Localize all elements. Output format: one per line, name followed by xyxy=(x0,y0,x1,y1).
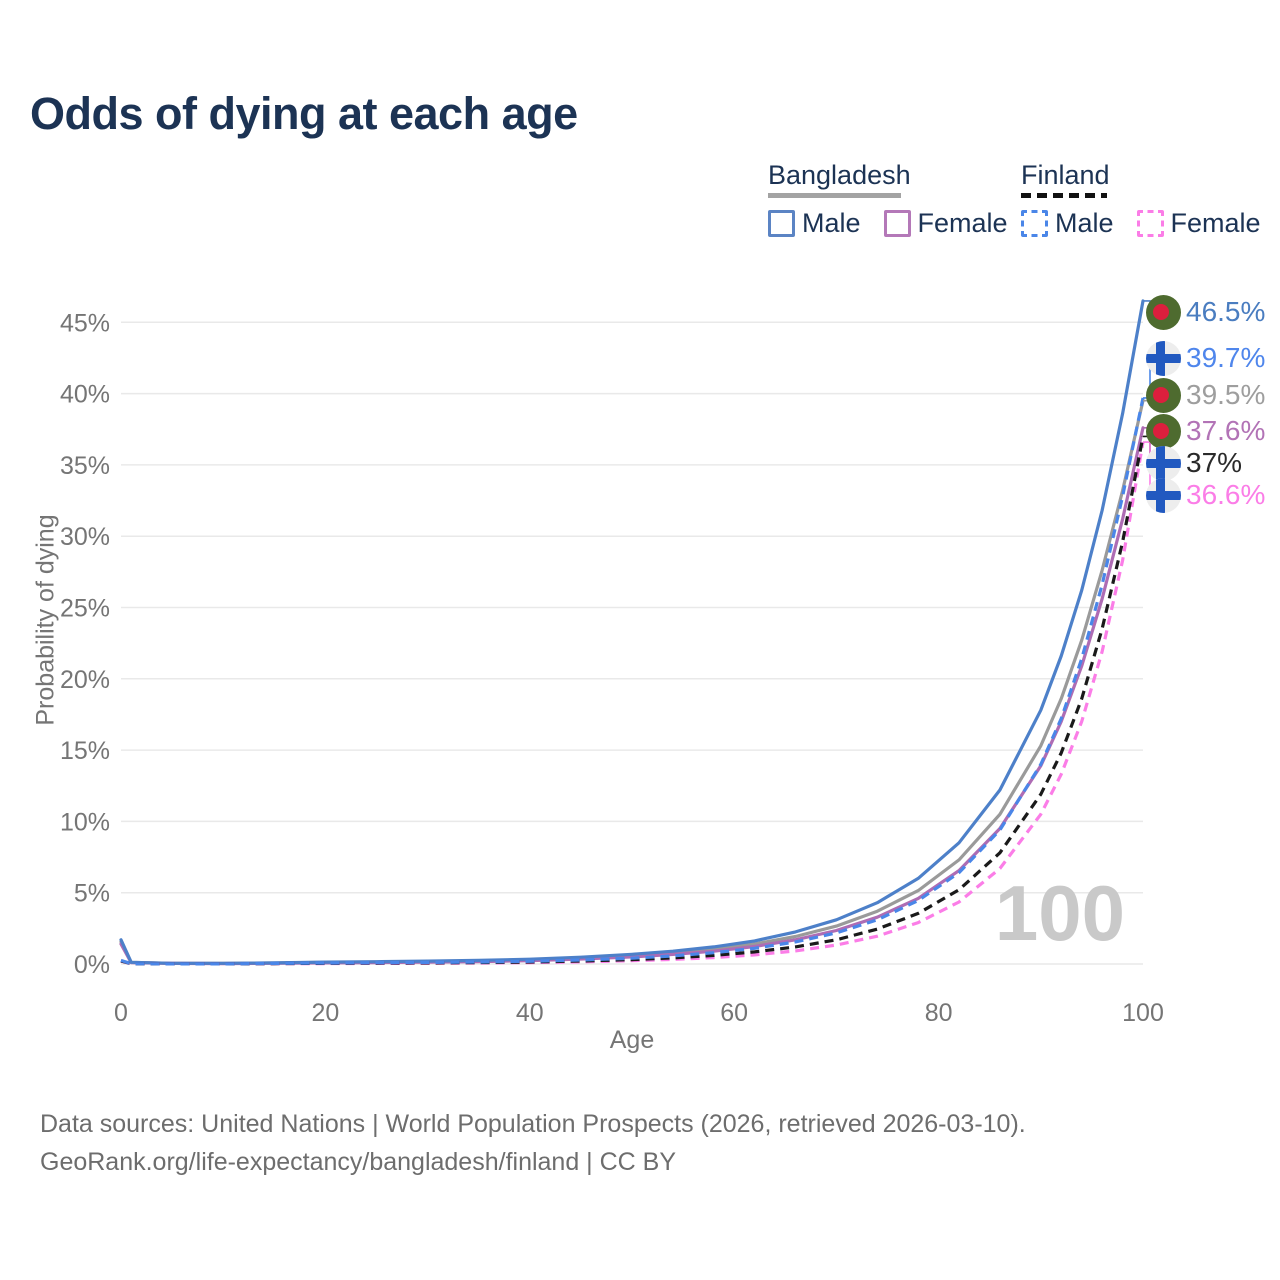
legend: Bangladesh Male Female Finland Male xyxy=(768,160,1261,240)
y-tick-label-40pct: 40% xyxy=(60,381,110,409)
x-tick-label-0: 0 xyxy=(114,999,128,1027)
end-label-value: 39.5% xyxy=(1186,379,1266,410)
y-tick-label-45pct: 45% xyxy=(60,309,110,337)
end-label-finland-female: 36.6% xyxy=(1146,477,1265,513)
series-line-finland-both xyxy=(120,436,1145,966)
series-line-bangladesh-both xyxy=(119,399,1145,965)
legend-header-finland: Finland xyxy=(1021,160,1110,190)
bangladesh-line-style-sample xyxy=(768,193,901,198)
x-tick-label-100: 100 xyxy=(1122,999,1164,1027)
legend-label-bangladesh-female: Female xyxy=(917,208,1008,238)
end-label-value: 37% xyxy=(1186,447,1243,478)
legend-group-bangladesh: Bangladesh Male Female xyxy=(768,160,1008,239)
legend-header-bangladesh: Bangladesh xyxy=(768,160,911,190)
y-tick-label-30pct: 30% xyxy=(60,523,110,551)
legend-label-finland-female: Female xyxy=(1170,208,1261,238)
bangladesh-female-swatch-icon xyxy=(883,210,911,237)
finland-flag-icon xyxy=(1146,340,1181,376)
legend-label-bangladesh-male: Male xyxy=(802,208,861,238)
data-source-footer: Data sources: United Nations | World Pop… xyxy=(40,1106,1026,1181)
legend-group-finland: Finland Male Female xyxy=(1021,160,1261,239)
end-label-value: 37.6% xyxy=(1186,415,1266,446)
legend-item-bangladesh-female[interactable]: Female xyxy=(883,208,1008,239)
finland-flag-icon xyxy=(1146,477,1181,513)
legend-label-finland-male: Male xyxy=(1055,208,1114,238)
end-label-finland-male: 39.7% xyxy=(1146,340,1265,376)
end-label-bangladesh-male: 46.5% xyxy=(1146,294,1265,330)
x-tick-label-60: 60 xyxy=(720,999,748,1027)
finland-male-swatch-icon xyxy=(1021,210,1048,237)
x-tick-label-20: 20 xyxy=(311,999,339,1027)
bangladesh-male-swatch-icon xyxy=(768,210,795,237)
y-tick-label-20pct: 20% xyxy=(60,666,110,694)
x-axis-title: Age xyxy=(609,1026,655,1054)
x-tick-label-80: 80 xyxy=(925,999,953,1027)
finland-flag-icon xyxy=(1146,445,1181,481)
series-line-finland-male xyxy=(120,397,1145,966)
end-label-finland-both: 37% xyxy=(1146,445,1242,481)
end-label-bangladesh-both: 39.5% xyxy=(1146,377,1265,413)
footer-line-1: Data sources: United Nations | World Pop… xyxy=(40,1110,1026,1138)
end-label-bangladesh-female: 37.6% xyxy=(1146,413,1265,449)
end-label-value: 39.7% xyxy=(1186,342,1266,373)
bangladesh-flag-icon xyxy=(1146,377,1181,413)
series-line-finland-female xyxy=(120,441,1145,966)
legend-item-finland-female[interactable]: Female xyxy=(1136,208,1261,239)
legend-item-finland-male[interactable]: Male xyxy=(1021,208,1114,239)
x-tick-label-40: 40 xyxy=(516,999,544,1027)
footer-line-2: GeoRank.org/life-expectancy/bangladesh/f… xyxy=(40,1147,677,1176)
y-tick-label-15pct: 15% xyxy=(60,737,110,765)
series-line-bangladesh-female xyxy=(119,426,1145,966)
page-title: Odds of dying at each age xyxy=(30,88,578,139)
finland-female-swatch-icon xyxy=(1136,210,1164,237)
bangladesh-flag-icon xyxy=(1146,294,1181,330)
y-tick-label-0pct: 0% xyxy=(74,951,110,979)
y-tick-label-10pct: 10% xyxy=(60,808,110,836)
legend-item-bangladesh-male[interactable]: Male xyxy=(768,208,861,239)
end-label-value: 46.5% xyxy=(1186,296,1266,327)
y-tick-label-35pct: 35% xyxy=(60,452,110,480)
age-watermark: 100 xyxy=(995,869,1125,957)
y-tick-label-5pct: 5% xyxy=(74,880,110,908)
end-label-value: 36.6% xyxy=(1186,479,1266,510)
finland-line-style-sample xyxy=(1021,193,1107,198)
bangladesh-flag-icon xyxy=(1146,413,1181,449)
y-tick-label-25pct: 25% xyxy=(60,595,110,623)
